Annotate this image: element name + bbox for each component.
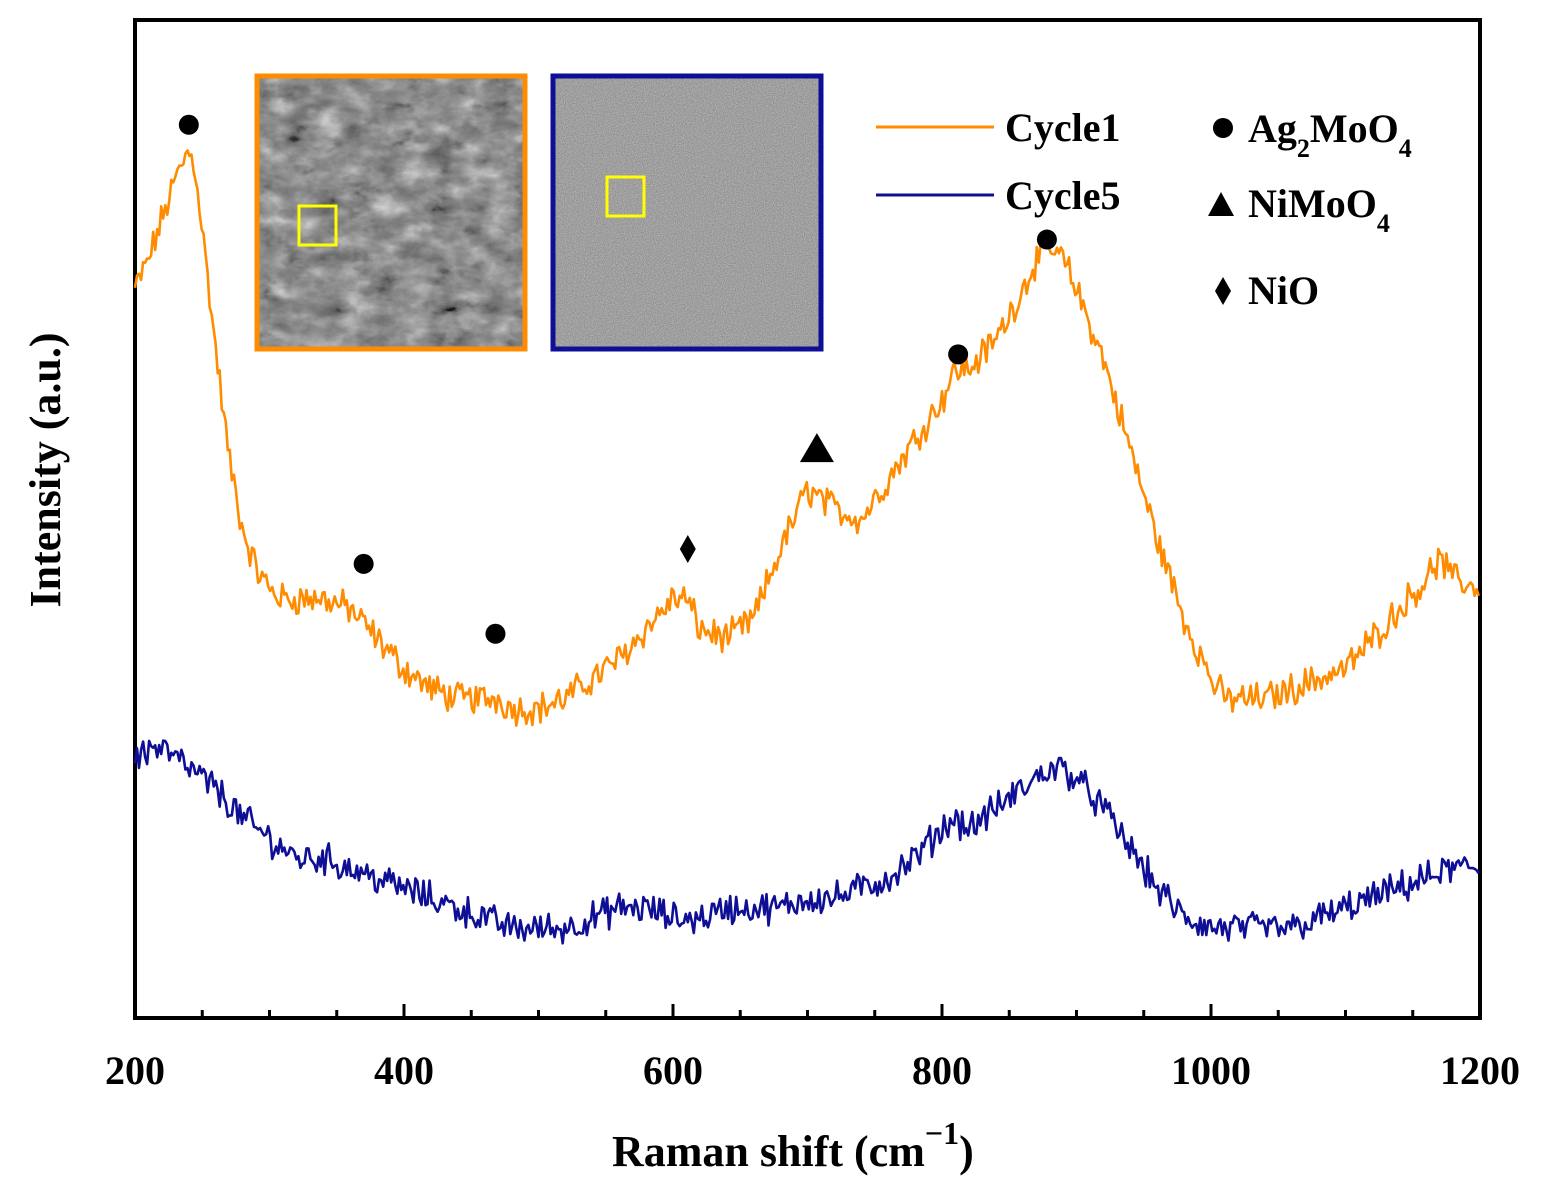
legend-label-cycle1: Cycle1 [1005,105,1121,150]
x-tick-label: 200 [105,1048,165,1093]
peak-marker-circle-icon [485,623,506,644]
peak-marker-triangle-icon [799,433,834,463]
peak-marker-circle-icon [1036,229,1057,250]
phase-legend: Ag2MoO4 NiMoO4 NiO [1208,106,1412,313]
series-line-cycle5 [133,739,1480,945]
x-tick-label: 600 [643,1048,703,1093]
phase-legend-diamond-icon [1215,277,1231,305]
series-line-cycle1 [133,149,1480,727]
phase-legend-nio: NiO [1248,268,1319,313]
x-axis-title: Raman shift (cm−1) [612,1115,974,1176]
x-tick-label: 1000 [1171,1048,1251,1093]
peak-marker-circle-icon [948,344,969,365]
legend-label-cycle5: Cycle5 [1005,173,1121,218]
x-axis-ticks: 200 400 600 800 1000 1200 [105,1004,1520,1093]
sem-highlight-box-cycle1 [297,204,338,247]
peak-marker-circle-icon [353,553,374,574]
sem-highlight-box-cycle5 [605,175,646,218]
phase-legend-triangle-icon [1208,192,1234,216]
phase-legend-nimoo4: NiMoO4 [1248,181,1390,238]
y-axis-title: Intensity (a.u.) [21,332,70,607]
x-tick-label: 800 [912,1048,972,1093]
series-group [133,149,1480,945]
peak-markers [178,114,1057,644]
phase-legend-ag2moo4: Ag2MoO4 [1248,106,1412,163]
x-tick-label: 400 [374,1048,434,1093]
peak-marker-circle-icon [178,114,199,135]
peak-marker-diamond-icon [679,534,696,563]
x-tick-label: 1200 [1440,1048,1520,1093]
sem-inset-cycle5 [550,73,824,352]
phase-legend-circle-icon [1213,118,1233,138]
series-legend: Cycle1 Cycle5 [876,105,1121,218]
sem-inset-cycle1 [254,73,528,352]
